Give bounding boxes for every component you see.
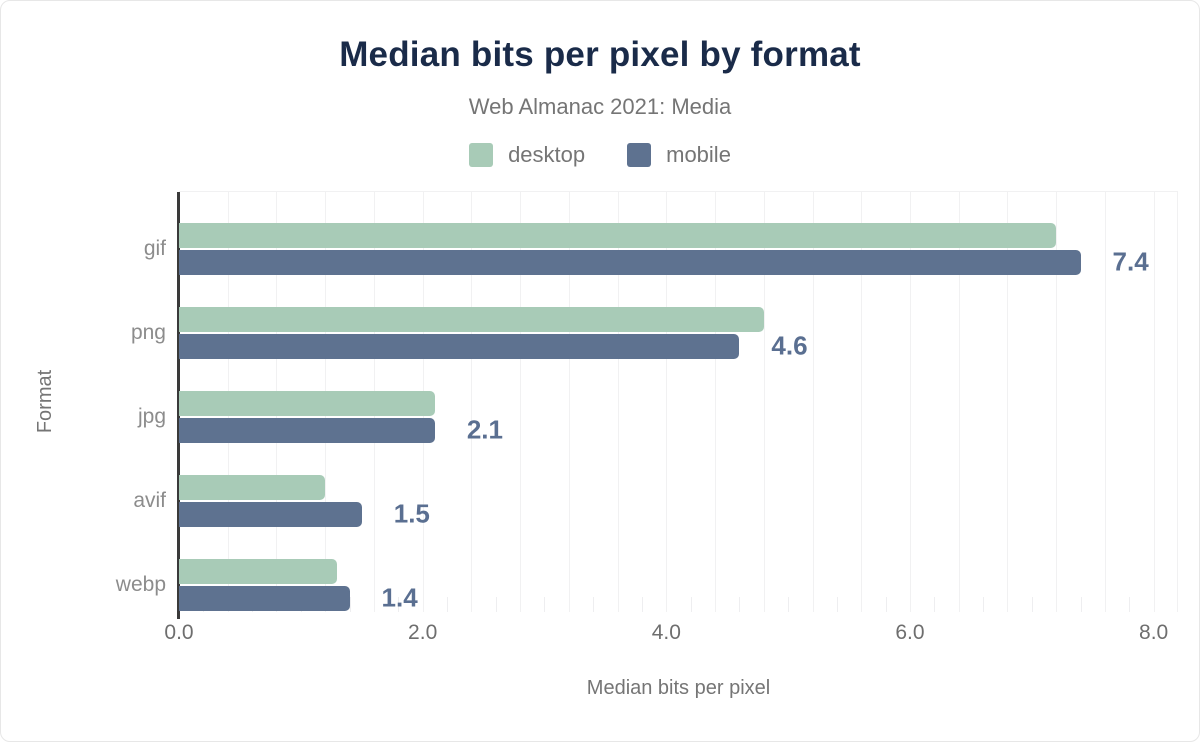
bar-mobile-webp xyxy=(179,586,350,611)
x-tick-label-4.0: 4.0 xyxy=(651,621,681,644)
gridline xyxy=(909,192,911,612)
x-axis-minor-tick xyxy=(447,597,449,612)
category-label-gif: gif xyxy=(143,237,166,260)
legend-label-mobile: mobile xyxy=(666,142,731,167)
bar-desktop-gif xyxy=(179,223,1057,248)
legend-item-desktop: desktop xyxy=(469,142,585,168)
gridline xyxy=(1104,192,1106,612)
gridline xyxy=(617,192,619,612)
bar-desktop-jpg xyxy=(179,391,435,416)
bar-group-png: png 4.6 xyxy=(131,276,1178,361)
x-tick-label-2.0: 2.0 xyxy=(408,621,438,644)
desktop-legend-swatch xyxy=(469,143,494,167)
legend: desktop mobile xyxy=(1,142,1199,168)
bar-mobile-png xyxy=(179,334,740,359)
chart-subtitle: Web Almanac 2021: Media xyxy=(468,94,732,119)
category-label-webp: webp xyxy=(115,573,166,596)
gridline xyxy=(1007,192,1009,612)
gridline xyxy=(958,192,960,612)
x-axis-minor-tick xyxy=(641,597,643,612)
bar-group-webp: webp 1.4 xyxy=(116,528,1178,613)
x-axis-minor-tick xyxy=(593,597,595,612)
y-axis-title-wrap: Format xyxy=(1,191,91,611)
category-label-png: png xyxy=(130,321,166,344)
x-axis-minor-tick xyxy=(495,597,497,612)
x-axis-minor-tick xyxy=(398,597,400,612)
gridline xyxy=(666,192,668,612)
x-axis-minor-tick xyxy=(836,597,838,612)
x-axis-minor-tick xyxy=(739,597,741,612)
bar-desktop-webp xyxy=(179,559,338,584)
legend-label-desktop: desktop xyxy=(508,142,586,167)
gridline xyxy=(1153,192,1155,612)
gridline xyxy=(861,192,863,612)
bar-group-gif: gif 7.4 xyxy=(144,192,1178,277)
gridline xyxy=(812,192,814,612)
plot-area: gif 7.4 png 4.6 jpg 2.1 avif 1.5 webp 1.4 xyxy=(116,191,1178,619)
y-axis-title: Format xyxy=(34,369,57,433)
category-label-avif: avif xyxy=(133,489,166,512)
x-axis-minor-tick xyxy=(1129,597,1131,612)
mobile-legend-swatch xyxy=(627,143,652,167)
chart-title: Median bits per pixel by format xyxy=(339,35,861,74)
value-label-webp: 1.4 xyxy=(381,582,418,613)
x-axis-minor-tick xyxy=(1031,597,1033,612)
value-label-png: 4.6 xyxy=(771,330,808,361)
x-tick-label-8.0: 8.0 xyxy=(1139,621,1169,644)
plot-right-border xyxy=(1177,192,1178,612)
value-label-avif: 1.5 xyxy=(393,498,430,529)
bar-mobile-avif xyxy=(179,502,362,527)
bar-desktop-avif xyxy=(179,475,326,500)
gridline xyxy=(1056,192,1058,612)
bar-desktop-png xyxy=(179,307,764,332)
x-axis-title: Median bits per pixel xyxy=(586,677,771,699)
value-label-jpg: 2.1 xyxy=(466,414,503,445)
bar-group-avif: avif 1.5 xyxy=(133,444,1178,529)
gridline xyxy=(568,192,570,612)
value-label-gif: 7.4 xyxy=(1112,246,1149,277)
x-axis-minor-tick xyxy=(885,597,887,612)
x-tick-label-6.0: 6.0 xyxy=(895,621,925,644)
x-axis-minor-tick xyxy=(690,597,692,612)
bar-mobile-gif xyxy=(179,250,1081,275)
x-axis-minor-tick xyxy=(544,597,546,612)
gridline xyxy=(763,192,765,612)
x-axis-ticks: 0.0 2.0 4.0 6.0 8.0 xyxy=(164,621,1178,647)
gridline xyxy=(520,192,522,612)
gridline xyxy=(471,192,473,612)
x-axis-minor-tick xyxy=(934,597,936,612)
x-axis-minor-tick xyxy=(349,597,351,612)
gridline xyxy=(715,192,717,612)
bar-group-jpg: jpg 2.1 xyxy=(138,360,1178,445)
bar-mobile-jpg xyxy=(179,418,435,443)
x-tick-label-0.0: 0.0 xyxy=(164,621,194,644)
x-axis-minor-tick xyxy=(1080,597,1082,612)
category-label-jpg: jpg xyxy=(137,405,166,428)
x-axis-minor-tick xyxy=(983,597,985,612)
x-axis-minor-tick xyxy=(788,597,790,612)
legend-item-mobile: mobile xyxy=(627,142,731,168)
y-axis-line xyxy=(177,192,180,619)
